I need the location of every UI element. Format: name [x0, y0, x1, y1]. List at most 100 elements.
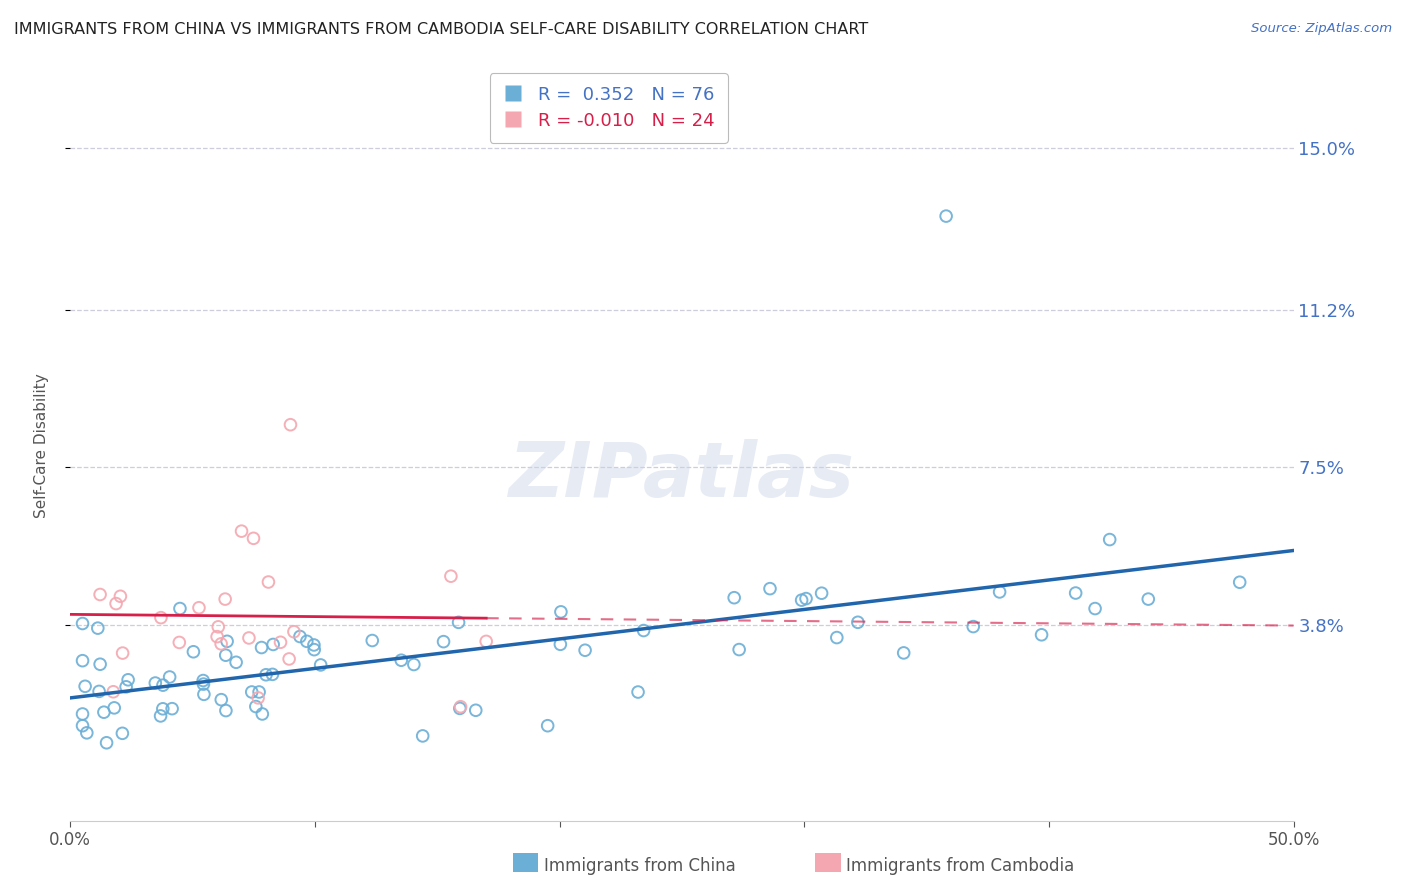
Legend: R =  0.352   N = 76, R = -0.010   N = 24: R = 0.352 N = 76, R = -0.010 N = 24 [489, 73, 727, 143]
Point [209, 692, 232, 706]
Point [550, 605, 572, 619]
Point [96, 736, 118, 750]
Point [723, 591, 745, 605]
Point [988, 585, 1011, 599]
Point [160, 701, 183, 715]
Point [250, 640, 273, 655]
Point [231, 524, 253, 538]
Point [962, 619, 984, 633]
Point [149, 709, 172, 723]
Point [633, 624, 655, 638]
Point [1098, 533, 1121, 547]
Point [893, 646, 915, 660]
Point [247, 685, 270, 699]
Point [627, 685, 650, 699]
Point [288, 630, 311, 644]
Point [257, 574, 280, 589]
Point [240, 685, 263, 699]
Text: Source: ZipAtlas.com: Source: ZipAtlas.com [1251, 22, 1392, 36]
Point [309, 657, 332, 672]
Point [169, 601, 191, 615]
Text: Immigrants from China: Immigrants from China [544, 857, 735, 875]
Point [111, 646, 134, 660]
Point [449, 701, 471, 715]
Point [825, 631, 848, 645]
Point [215, 704, 238, 718]
Point [217, 634, 239, 648]
Point [846, 615, 869, 630]
Point [72, 719, 94, 733]
Point [87, 621, 110, 635]
Point [110, 589, 132, 603]
Point [76, 726, 98, 740]
Point [111, 726, 134, 740]
Point [389, 653, 412, 667]
Point [149, 610, 172, 624]
Point [302, 638, 325, 652]
Point [447, 615, 470, 630]
Point [283, 624, 305, 639]
Text: Immigrants from Cambodia: Immigrants from Cambodia [846, 857, 1074, 875]
Point [270, 635, 292, 649]
Point [103, 685, 125, 699]
Point [262, 637, 284, 651]
Point [205, 630, 228, 644]
Point [464, 703, 486, 717]
Point [280, 417, 302, 432]
Point [193, 673, 215, 688]
Point [302, 642, 325, 657]
Point [89, 587, 111, 601]
Point [215, 648, 238, 663]
Point [247, 690, 270, 705]
Point [574, 643, 596, 657]
Point [262, 667, 284, 681]
Point [252, 706, 274, 721]
Point [1031, 628, 1053, 642]
Point [361, 633, 384, 648]
Point [1229, 575, 1251, 590]
Point [238, 631, 260, 645]
Point [245, 699, 267, 714]
Point [207, 620, 229, 634]
Y-axis label: Self-Care Disability: Self-Care Disability [35, 374, 49, 518]
Point [152, 678, 174, 692]
Point [75, 679, 97, 693]
Point [89, 657, 111, 672]
Point [440, 569, 463, 583]
Point [242, 532, 264, 546]
Point [432, 634, 454, 648]
Point [550, 637, 572, 651]
Point [72, 654, 94, 668]
Point [935, 209, 957, 223]
Point [72, 706, 94, 721]
Point [188, 600, 211, 615]
Point [143, 676, 166, 690]
Point [115, 680, 138, 694]
Point [214, 592, 236, 607]
Point [105, 597, 128, 611]
Point [169, 635, 191, 649]
Point [183, 645, 205, 659]
Point [152, 702, 174, 716]
Point [1137, 592, 1160, 607]
Point [225, 655, 247, 669]
Point [790, 593, 813, 607]
Point [1084, 601, 1107, 615]
Point [278, 652, 301, 666]
Point [794, 591, 817, 606]
Text: IMMIGRANTS FROM CHINA VS IMMIGRANTS FROM CAMBODIA SELF-CARE DISABILITY CORRELATI: IMMIGRANTS FROM CHINA VS IMMIGRANTS FROM… [14, 22, 869, 37]
Point [193, 677, 215, 691]
Point [93, 705, 115, 719]
Point [254, 667, 277, 681]
Point [295, 634, 318, 648]
Point [159, 670, 181, 684]
Point [72, 616, 94, 631]
Point [117, 673, 139, 687]
Point [193, 687, 215, 701]
Point [728, 642, 751, 657]
Point [103, 701, 125, 715]
Point [810, 586, 832, 600]
Point [1064, 586, 1087, 600]
Point [450, 699, 472, 714]
Point [537, 719, 560, 733]
